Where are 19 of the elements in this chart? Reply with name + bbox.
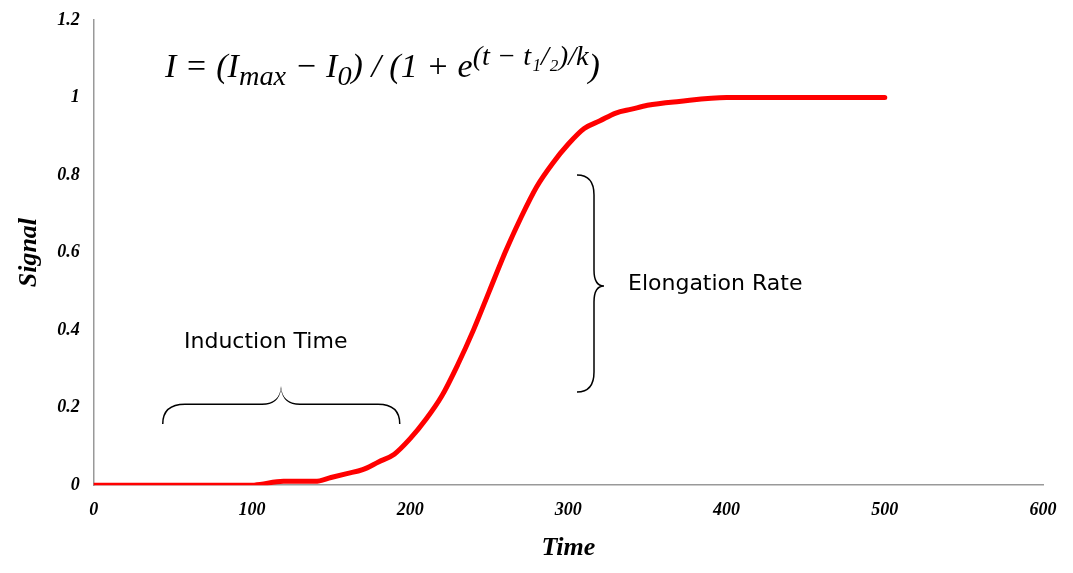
- x-tick-label: 200: [395, 498, 424, 519]
- y-tick-label: 0.4: [57, 318, 80, 339]
- x-tick-label: 600: [1029, 498, 1057, 519]
- x-tick-label: 0: [89, 498, 99, 519]
- x-tick-label: 300: [553, 498, 582, 519]
- x-axis-title: Time: [541, 532, 596, 562]
- x-tick-label: 400: [712, 498, 741, 519]
- y-tick-label: 1: [70, 86, 80, 107]
- annotation: Elongation Rate: [628, 269, 803, 295]
- annotation: I = (I$_{max}$ − I$_{0}$) / (1 + e$^{(t − t₁/₂)/k}$): [165, 40, 600, 93]
- y-tick-label: 0: [70, 473, 80, 494]
- y-tick-label: 0.6: [57, 241, 80, 262]
- y-axis-title: Signal: [13, 217, 43, 288]
- x-tick-label: 100: [238, 498, 266, 519]
- x-tick-label: 500: [871, 498, 899, 519]
- y-tick-label: 0.2: [57, 396, 80, 417]
- y-tick-label: 0.8: [57, 163, 80, 184]
- y-tick-label: 1.2: [57, 8, 80, 29]
- annotation: Induction Time: [184, 327, 348, 353]
